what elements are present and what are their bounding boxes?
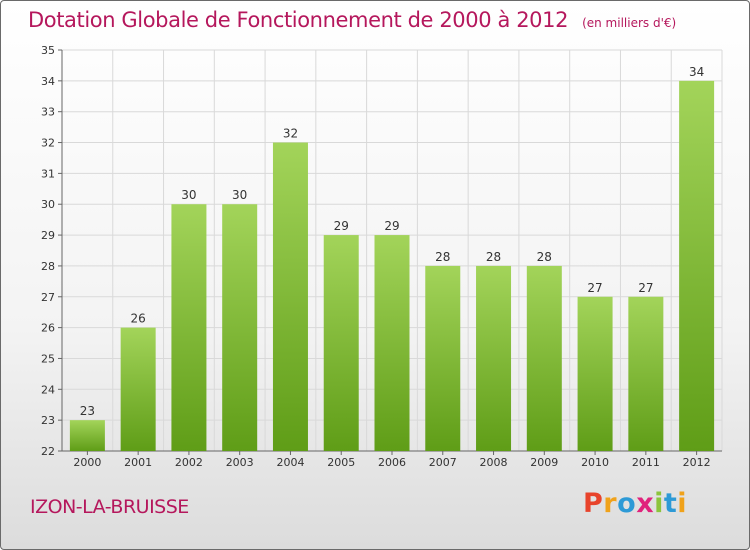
x-tick-label-2004: 2004 [276, 456, 304, 469]
data-label-2007: 28 [435, 250, 450, 264]
x-tick-label-2005: 2005 [327, 456, 355, 469]
data-label-2003: 30 [232, 188, 247, 202]
x-tick-label-2009: 2009 [530, 456, 558, 469]
commune-name: IZON-LA-BRUISSE [30, 496, 189, 518]
logo-letter: P [583, 488, 604, 519]
data-label-2002: 30 [181, 188, 196, 202]
data-label-2004: 32 [283, 127, 298, 141]
x-tick-label-2006: 2006 [378, 456, 406, 469]
x-tick-label-2010: 2010 [581, 456, 609, 469]
data-label-2006: 29 [384, 219, 399, 233]
y-tick-label: 23 [41, 414, 55, 427]
bar-2002 [171, 204, 207, 451]
labels: 23 26 30 30 32 29 29 28 28 28 27 27 34 [80, 65, 705, 418]
data-label-2000: 23 [80, 404, 95, 418]
x-tick-label-2012: 2012 [683, 456, 711, 469]
logo-letter: t [663, 488, 678, 519]
y-tick-label: 31 [41, 167, 55, 180]
y-tick-label: 24 [41, 383, 55, 396]
y-tick-label: 32 [41, 137, 55, 150]
bar-2009 [526, 265, 562, 451]
data-label-2010: 27 [587, 281, 602, 295]
y-tick-label: 34 [41, 75, 55, 88]
data-label-2008: 28 [486, 250, 501, 264]
x-tick-label-2008: 2008 [480, 456, 508, 469]
y-tick-label: 27 [41, 291, 55, 304]
x-tick-label-2003: 2003 [226, 456, 254, 469]
logo-letter: r [603, 488, 618, 519]
bar-2012 [679, 80, 715, 451]
chart-title: Dotation Globale de Fonctionnement de 20… [28, 8, 676, 32]
bar-2008 [476, 265, 512, 451]
bar-2007 [425, 265, 461, 451]
bar-2005 [323, 235, 359, 451]
x-tick-label-2001: 2001 [124, 456, 152, 469]
x-tick-label-2011: 2011 [632, 456, 660, 469]
bar-2006 [374, 235, 410, 451]
x-tick-label-2007: 2007 [429, 456, 457, 469]
y-tick-label: 30 [41, 198, 55, 211]
x-tick-label-2000: 2000 [73, 456, 101, 469]
y-tick-label: 33 [41, 106, 55, 119]
data-label-2005: 29 [334, 219, 349, 233]
bar-2010 [577, 296, 613, 451]
data-label-2012: 34 [689, 65, 704, 79]
y-tick-label: 29 [41, 229, 55, 242]
logo-letter: o [617, 488, 637, 519]
chart-title-text: Dotation Globale de Fonctionnement de 20… [28, 8, 569, 32]
y-tick-label: 25 [41, 352, 55, 365]
chart-subtitle: (en milliers d'€) [582, 16, 677, 30]
logo-letter: x [636, 488, 655, 519]
axes: 22 23 24 25 26 27 28 29 30 31 32 33 34 35 2000 2001 2002… [41, 44, 722, 469]
logo-letter: i [654, 488, 664, 519]
bar-2011 [628, 296, 664, 451]
y-tick-label: 35 [41, 44, 55, 57]
proxiti-logo: Proxiti [583, 488, 687, 519]
bar-2001 [120, 327, 156, 451]
y-tick-label: 22 [41, 445, 55, 458]
bar-2000 [69, 420, 105, 451]
y-tick-label: 26 [41, 322, 55, 335]
data-label-2011: 27 [638, 281, 653, 295]
bars [69, 80, 715, 452]
data-label-2009: 28 [537, 250, 552, 264]
y-tick-label: 28 [41, 260, 55, 273]
bar-2004 [272, 142, 308, 452]
logo-letter: i [677, 488, 688, 519]
bar-2003 [222, 204, 258, 451]
data-label-2001: 26 [131, 312, 146, 326]
x-tick-label-2002: 2002 [175, 456, 203, 469]
